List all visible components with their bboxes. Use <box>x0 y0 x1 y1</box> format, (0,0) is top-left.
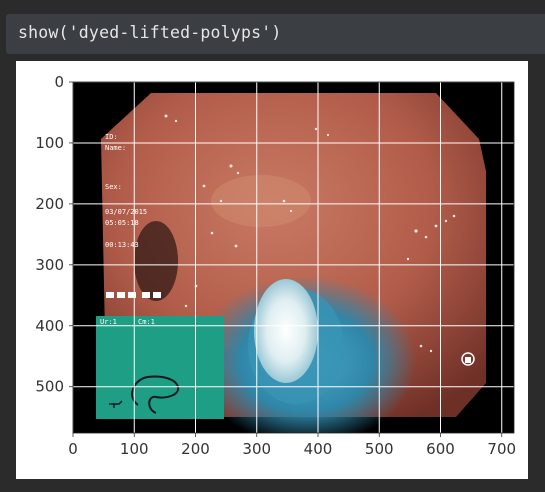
y-axis-ticks: 0 100 200 300 400 500 <box>35 73 73 396</box>
code-cell[interactable]: show('dyed-lifted-polyps') <box>6 14 545 54</box>
x-tick-label: 300 <box>242 440 271 458</box>
cell-output: ID: Name: Sex: 03/07/2015 05:05:18 00:13… <box>16 61 528 479</box>
x-axis-ticks: 0 100 200 300 400 500 600 700 <box>68 433 516 458</box>
overlay-duration: 00:13:43 <box>105 241 139 249</box>
x-tick-label: 100 <box>120 440 149 458</box>
y-tick-label: 500 <box>35 378 64 396</box>
overlay-panel <box>96 316 224 419</box>
x-tick-label: 600 <box>426 440 455 458</box>
overlay-status-boxes <box>106 292 161 298</box>
overlay-time: 05:05:18 <box>105 219 139 227</box>
code-input[interactable]: show('dyed-lifted-polyps') <box>18 23 282 42</box>
overlay-id-label: ID: <box>105 133 118 141</box>
x-tick-label: 500 <box>365 440 394 458</box>
light-reflections <box>164 114 456 353</box>
endoscope-info-overlay: ID: Name: Sex: 03/07/2015 05:05:18 00:13… <box>105 133 147 249</box>
overlay-cm-label: Cm:1 <box>138 318 155 326</box>
x-tick-label: 400 <box>304 440 333 458</box>
endoscopy-image: ID: Name: Sex: 03/07/2015 05:05:18 00:13… <box>73 82 514 433</box>
image-plot: ID: Name: Sex: 03/07/2015 05:05:18 00:13… <box>35 73 516 458</box>
overlay-ur-label: Ur:1 <box>100 318 117 326</box>
y-tick-label: 100 <box>35 134 64 152</box>
y-tick-label: 200 <box>35 195 64 213</box>
overlay-sex-label: Sex: <box>105 183 122 191</box>
overlay-date: 03/07/2015 <box>105 208 147 216</box>
x-tick-label: 0 <box>68 440 78 458</box>
scope-mode-icon <box>461 352 475 366</box>
axes-frame <box>72 81 515 434</box>
y-tick-label: 400 <box>35 317 64 335</box>
overlay-name-label: Name: <box>105 144 126 152</box>
probe-icon <box>109 400 123 408</box>
polyp <box>254 279 318 383</box>
y-tick-label: 0 <box>54 73 64 91</box>
x-tick-label: 700 <box>487 440 516 458</box>
y-tick-label: 300 <box>35 256 64 274</box>
x-tick-label: 200 <box>181 440 210 458</box>
